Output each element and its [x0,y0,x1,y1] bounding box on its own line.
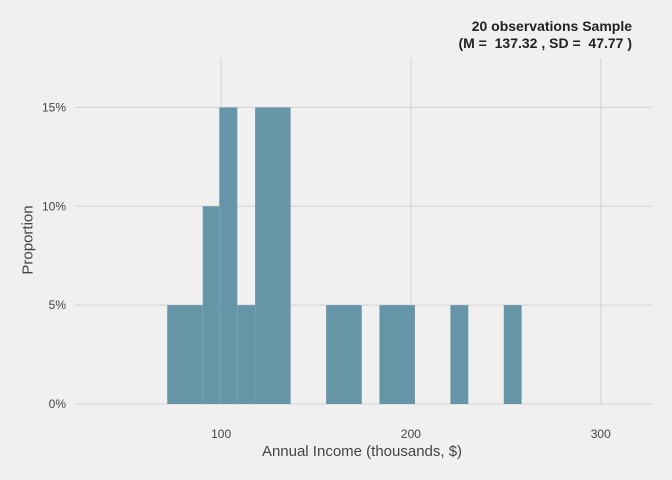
histogram-bar [167,305,203,404]
x-tick-label: 300 [591,427,611,441]
tick-layer: 100 200 300 0% 5% 10% 15% [42,100,611,441]
bar-layer [167,107,522,404]
x-tick-label: 100 [211,427,231,441]
histogram-bar [219,107,238,404]
x-tick-label: 200 [401,427,421,441]
histogram-bar [202,206,220,404]
histogram-bar [326,305,362,404]
x-axis-title: Annual Income (thousands, $) [261,443,463,460]
y-tick-label: 0% [49,397,67,411]
histogram-bar [379,305,415,404]
y-tick-label: 10% [42,199,66,213]
chart-title: 20 observations Sample [471,18,632,34]
histogram-bar [450,305,469,404]
histogram-bar [503,305,522,404]
histogram-bar [237,305,256,404]
histogram-bar [255,107,291,404]
chart-subtitle: (M = 137.32 , SD = 47.77 ) [458,35,632,51]
grid-layer [75,58,652,405]
y-axis-title: Proportion [19,205,37,275]
y-tick-label: 5% [49,298,67,312]
y-tick-label: 15% [42,100,66,114]
